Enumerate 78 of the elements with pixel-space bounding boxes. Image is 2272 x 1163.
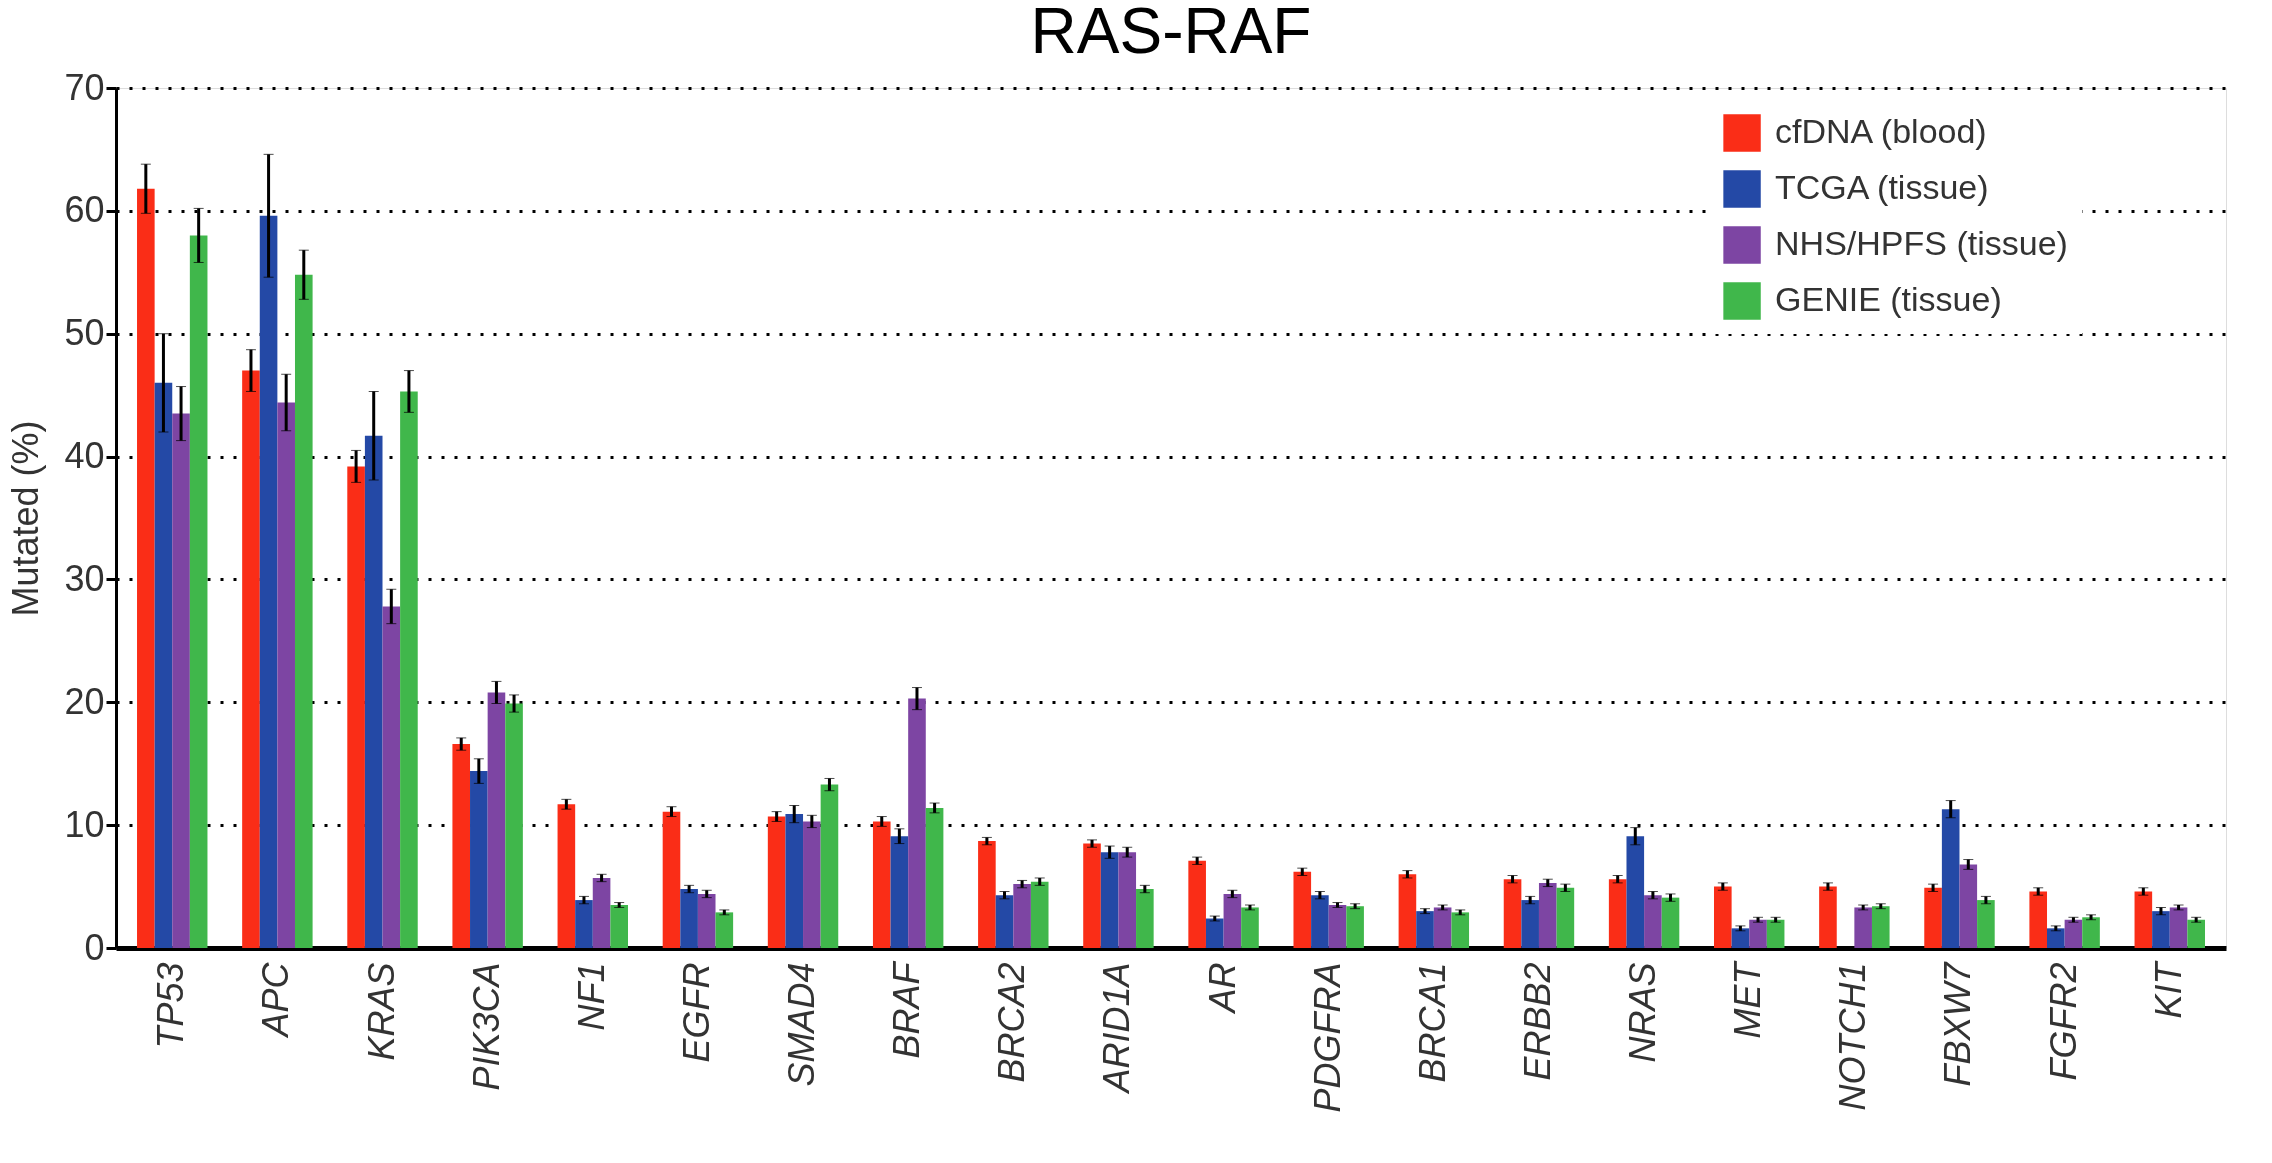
- y-tick-label: 40: [64, 435, 105, 477]
- bar: [137, 188, 155, 948]
- bar: [872, 821, 891, 948]
- y-tick-label: 10: [64, 803, 105, 845]
- bar: [470, 771, 488, 948]
- bar: [557, 804, 576, 948]
- bar: [1521, 900, 1539, 948]
- x-tick-label: BRCA1: [1411, 962, 1453, 1083]
- x-tick-label: ARID1A: [1096, 962, 1138, 1095]
- bar: [294, 274, 313, 948]
- bar: [995, 895, 1014, 948]
- x-tick-label: FGFR2: [2042, 962, 2084, 1081]
- bar: [172, 413, 190, 948]
- chart-title: RAS-RAF: [1030, 0, 1312, 67]
- bar: [2152, 911, 2170, 948]
- y-tick-label: 20: [64, 680, 105, 722]
- bar: [1136, 889, 1154, 948]
- legend-label: NHS/HPFS (tissue): [1775, 224, 2068, 262]
- x-tick-label: EGFR: [675, 962, 717, 1063]
- bar: [505, 703, 523, 948]
- bar: [487, 692, 506, 948]
- bar: [890, 836, 909, 948]
- bar: [1608, 879, 1627, 948]
- bar: [908, 698, 926, 948]
- bar: [382, 606, 401, 948]
- bar: [347, 466, 365, 948]
- bar: [803, 821, 821, 948]
- bar: [189, 235, 208, 948]
- bar: [364, 435, 383, 948]
- y-tick-label: 70: [64, 66, 105, 108]
- legend-label: GENIE (tissue): [1775, 280, 2002, 318]
- bar: [1977, 900, 1995, 948]
- bar: [1100, 852, 1119, 948]
- x-tick-label: NF1: [570, 962, 612, 1031]
- x-tick-label: NRAS: [1622, 962, 1664, 1063]
- bar: [575, 900, 593, 948]
- x-tick-label: NOTCH1: [1832, 962, 1874, 1111]
- x-tick-label: PDGFRA: [1306, 962, 1348, 1113]
- x-tick-label: SMAD4: [781, 962, 823, 1087]
- bar: [1626, 836, 1645, 948]
- x-tick-label: TP53: [150, 962, 192, 1049]
- bar: [1644, 895, 1662, 948]
- x-tick-label: MET: [1727, 959, 1769, 1039]
- bar: [1941, 809, 1960, 948]
- bar: [277, 402, 295, 948]
- bar: [1311, 895, 1329, 948]
- bar: [662, 811, 681, 948]
- legend-label: cfDNA (blood): [1775, 112, 1987, 150]
- y-tick-label: 30: [64, 557, 105, 599]
- bar: [767, 816, 786, 948]
- bar: [785, 814, 804, 948]
- bar: [1959, 864, 1978, 948]
- x-tick-label: BRAF: [886, 960, 928, 1059]
- x-tick-label: KIT: [2147, 959, 2189, 1019]
- y-axis-title: Mutated (%): [5, 420, 47, 617]
- x-tick-label: KRAS: [360, 962, 402, 1061]
- y-tick-label: 60: [64, 189, 105, 231]
- x-tick-label: BRCA2: [991, 962, 1033, 1083]
- x-tick-label: ERBB2: [1516, 962, 1558, 1081]
- bar: [1503, 879, 1522, 948]
- x-tick-label: PIK3CA: [465, 962, 507, 1091]
- bar: [259, 215, 278, 948]
- bar: [452, 744, 471, 948]
- bar: [1013, 884, 1031, 948]
- legend-label: TCGA (tissue): [1775, 168, 1989, 206]
- y-tick-label: 50: [64, 312, 105, 354]
- bar: [680, 889, 698, 948]
- y-tick-label: 0: [84, 926, 105, 968]
- bar: [925, 807, 944, 948]
- bar: [820, 784, 839, 948]
- x-tick-label: AR: [1201, 962, 1243, 1015]
- bar: [978, 841, 996, 948]
- bar: [154, 382, 173, 948]
- x-tick-label: FBXW7: [1937, 960, 1979, 1087]
- x-tick-label: APC: [255, 961, 297, 1039]
- bar: [400, 391, 418, 948]
- bar: [1118, 852, 1137, 948]
- bar: [242, 370, 260, 948]
